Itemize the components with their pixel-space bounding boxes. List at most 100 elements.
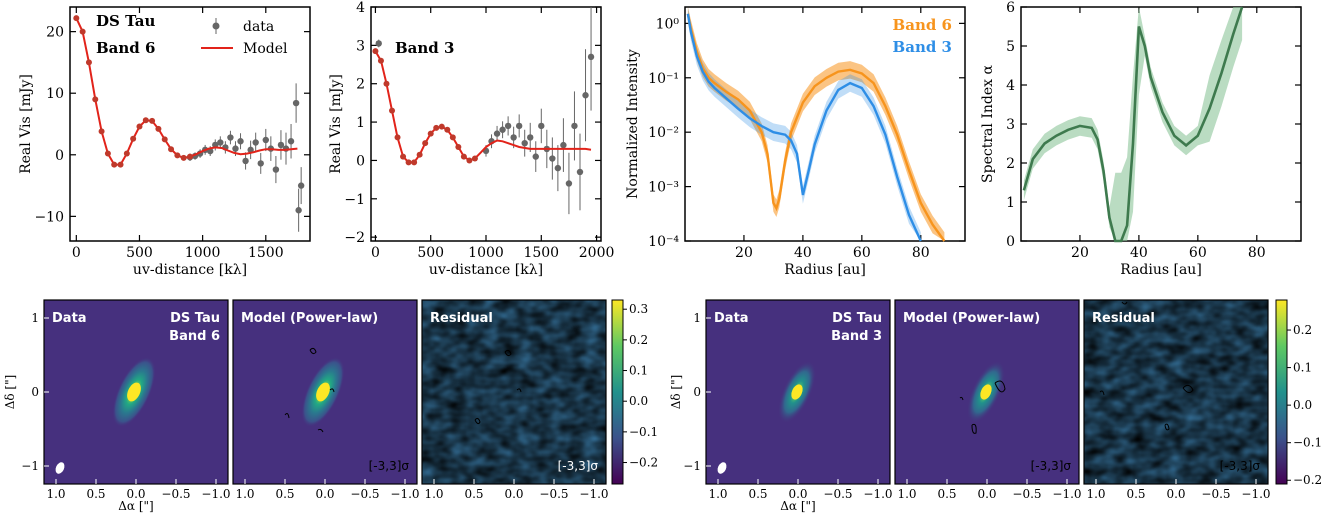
x-tick-label: −0.5 <box>350 487 379 501</box>
binned-point <box>471 155 478 162</box>
contour <box>1099 301 1194 431</box>
series-line <box>686 13 946 242</box>
binned-point <box>438 123 445 130</box>
legend-band6: Band 6 <box>893 16 952 34</box>
legend-data-label: data <box>243 19 274 35</box>
x-tick-label: −0.5 <box>1012 487 1041 501</box>
x-axis-label: Δα ["] <box>118 499 153 513</box>
colorbar-band6: 0.3 0.2 0.1 0.0 −0.1 −0.2 <box>611 299 658 485</box>
y-tick-label: 5 <box>1006 39 1015 55</box>
x-tick-label: 1.0 <box>1086 487 1105 501</box>
binned-point <box>104 150 111 157</box>
x-tick-label: 0.5 <box>937 487 956 501</box>
y-tick-label: 4 <box>356 0 365 16</box>
axes-frame <box>684 6 966 242</box>
x-tick-label: 20 <box>735 245 753 261</box>
data-point <box>527 134 534 141</box>
colorbar-tick-label: 0.1 <box>1293 361 1312 375</box>
panel-title: Residual <box>1092 311 1155 326</box>
data-point <box>571 122 578 130</box>
binned-point <box>98 128 105 135</box>
panel-note-1: DS Tau <box>832 311 882 326</box>
y-tick-label: −1 <box>344 192 365 208</box>
disk-core <box>980 384 992 400</box>
binned-point <box>79 28 86 35</box>
contour <box>474 349 522 425</box>
panel-residual: Residual [-3,3]σ <box>421 299 607 485</box>
x-tick-label: 1500 <box>248 245 284 261</box>
binned-point <box>117 161 124 168</box>
binned-point <box>411 159 418 166</box>
x-tick-label: 0 <box>72 245 81 261</box>
residual-noise <box>1084 300 1268 484</box>
x-tick-label: 0.5 <box>464 487 483 501</box>
panel-note: [-3,3]σ <box>558 459 599 473</box>
y-tick-label: 3 <box>1006 117 1015 133</box>
data-point <box>538 122 545 130</box>
binned-point <box>85 59 92 66</box>
data-point <box>247 146 254 154</box>
panel-note-1: DS Tau <box>170 311 220 326</box>
y-axis-label: Δδ ["] <box>669 375 683 410</box>
x-tick-label: 1.0 <box>897 487 916 501</box>
x-tick-label: 40 <box>1130 245 1148 261</box>
annotation-line-2: Band 6 <box>96 39 155 57</box>
y-tick-label: −2 <box>344 230 365 246</box>
data-point <box>582 92 589 99</box>
binned-point <box>168 146 175 153</box>
binned-point <box>433 124 440 131</box>
data-point <box>510 134 517 141</box>
y-tick-label: 10⁻⁴ <box>648 234 679 250</box>
y-tick-label: 1 <box>1006 195 1015 211</box>
series-line <box>686 13 922 242</box>
binned-point <box>123 150 130 157</box>
panel-model: Model (Power-law) [-3,3]σ <box>232 299 418 485</box>
data-point <box>287 138 295 145</box>
y-tick-label: −10 <box>34 209 64 225</box>
data-point <box>242 157 249 165</box>
data-point <box>493 130 501 137</box>
panel-title: Data <box>714 311 749 326</box>
legend: data Model <box>201 18 288 57</box>
x-tick-label: −1.0 <box>390 487 419 501</box>
binned-point <box>427 130 434 137</box>
data-point <box>262 136 269 144</box>
x-tick-label: 0.0 <box>504 487 523 501</box>
data-point <box>277 141 285 149</box>
binned-point <box>136 123 143 130</box>
colorbar-tick-label: 0.2 <box>629 333 648 347</box>
data-point <box>576 168 584 176</box>
y-tick-label: 6 <box>1006 0 1015 16</box>
x-axis-label: Radius [au] <box>1120 262 1202 278</box>
residual-noise <box>422 300 606 484</box>
colorbar-tick-label: 0.2 <box>1293 323 1312 337</box>
disk-core <box>791 384 803 400</box>
x-tick-label: −0.5 <box>823 487 852 501</box>
x-tick-label: 20 <box>1071 245 1089 261</box>
data-point <box>232 145 239 152</box>
plot-vis-b3: 0 500 1000 1500 2000 −2 −1 0 1 2 3 4 Band 3 uv-dist… <box>328 0 614 278</box>
x-tick-label: −0.5 <box>539 487 568 501</box>
x-tick-label: 0.0 <box>315 487 334 501</box>
data-point <box>217 139 224 146</box>
x-tick-label: 60 <box>1189 245 1207 261</box>
y-tick-label: 10 <box>46 86 64 102</box>
binned-point <box>142 117 149 124</box>
binned-point <box>180 154 187 161</box>
data-point <box>212 141 219 149</box>
data-point <box>515 122 523 130</box>
binned-point <box>130 135 137 142</box>
binned-point <box>400 153 407 160</box>
x-tick-label: 1.0 <box>424 487 443 501</box>
x-tick-label: −1.0 <box>1052 487 1081 501</box>
data-point <box>375 40 382 47</box>
contour <box>284 347 335 433</box>
x-tick-label: 0.0 <box>788 487 807 501</box>
y-tick-label: 0 <box>55 148 64 164</box>
data-point <box>565 180 573 187</box>
y-axis-label: Normalized Intensity <box>625 49 641 199</box>
colorbar-tick-label: 0.1 <box>629 364 648 378</box>
y-axis-label: Real Vis [mJy] <box>18 74 34 174</box>
x-tick-label: 1.0 <box>46 487 65 501</box>
data-point <box>237 138 244 145</box>
